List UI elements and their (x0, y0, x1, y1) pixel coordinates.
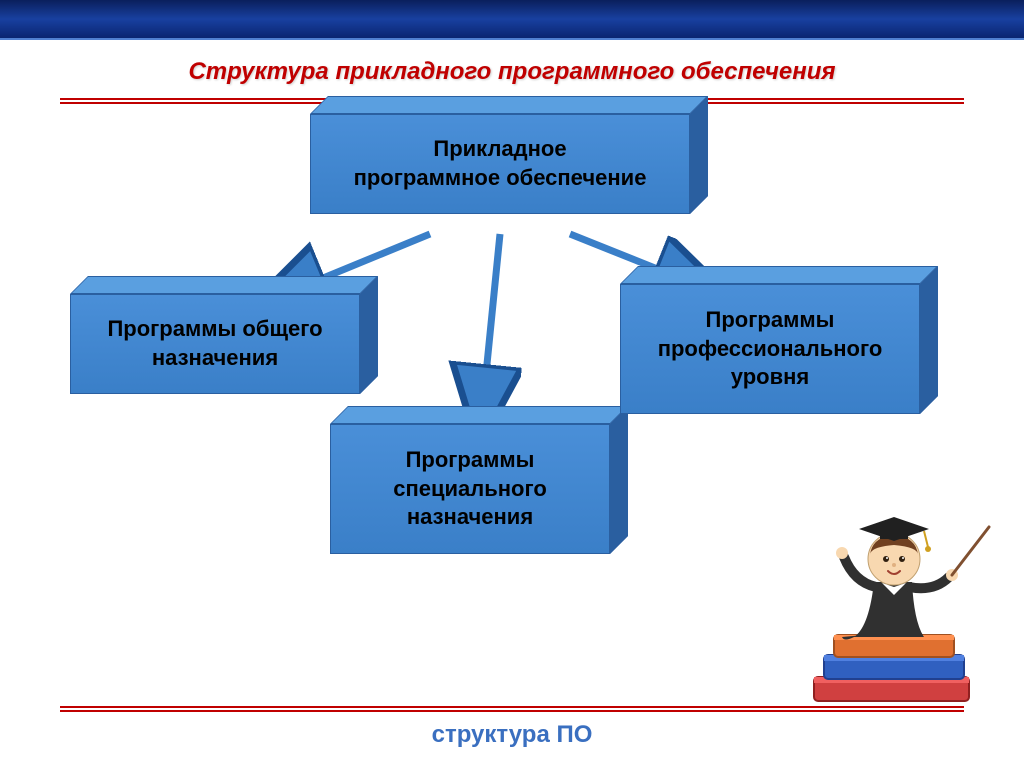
node-label-prof: Программы профессионального уровня (658, 306, 883, 392)
node-label-general: Программы общего назначения (107, 315, 322, 372)
books-icon (814, 635, 969, 701)
node-label-root: Прикладное программное обеспечение (354, 135, 647, 192)
graduate-character-icon (836, 517, 989, 640)
node-label-special: Программы специального назначения (393, 446, 547, 532)
page-title: Структура прикладного программного обесп… (0, 58, 1024, 86)
node-root: Прикладное программное обеспечение (310, 114, 690, 214)
node-special: Программы специального назначения (330, 424, 610, 554)
node-prof: Программы профессионального уровня (620, 284, 920, 414)
edge-root-special (480, 234, 500, 434)
node-general: Программы общего назначения (70, 294, 360, 394)
footer-label: структура ПО (0, 721, 1024, 749)
header-bar (0, 0, 1024, 40)
title-area: Структура прикладного программного обесп… (0, 40, 1024, 94)
mascot-illustration (794, 487, 994, 707)
